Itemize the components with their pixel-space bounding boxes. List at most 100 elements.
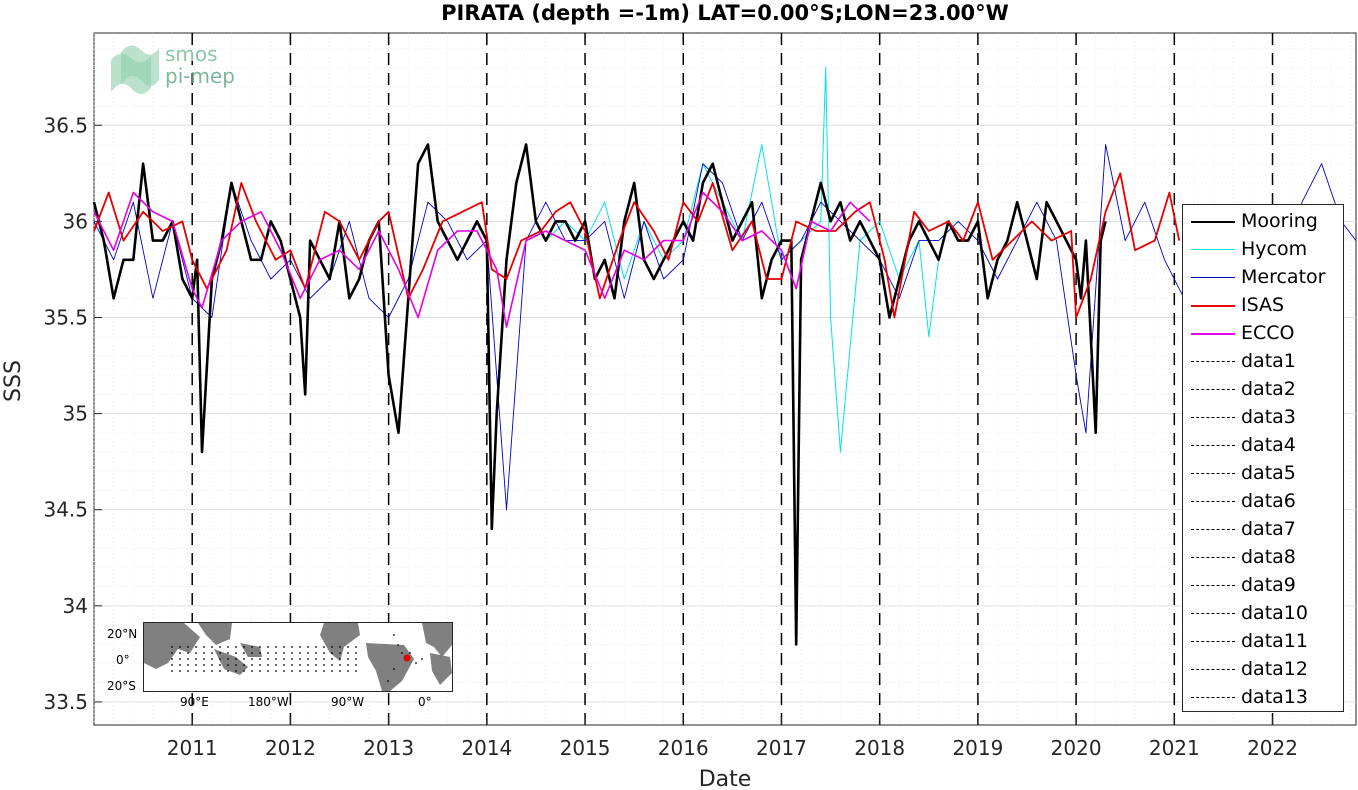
legend-label: data7 [1241, 518, 1296, 540]
array-dot [219, 664, 221, 666]
array-dot [243, 658, 245, 660]
array-dot [393, 668, 395, 670]
logo-waves-icon [111, 45, 159, 94]
x-tick-label: 2013 [363, 736, 414, 760]
inset-lon-90e: 90°E [180, 695, 209, 709]
array-dot [283, 664, 285, 666]
legend-swatch [1191, 305, 1235, 307]
legend-item: data7 [1183, 516, 1343, 542]
legend-swatch [1191, 529, 1235, 530]
x-tick-label: 2018 [854, 736, 905, 760]
array-dot [315, 670, 317, 672]
array-dot [235, 646, 237, 648]
array-dot [323, 646, 325, 648]
array-dot [409, 652, 411, 654]
array-dot [299, 670, 301, 672]
array-dot [315, 646, 317, 648]
array-dot [401, 652, 403, 654]
array-dot [187, 658, 189, 660]
y-tick-label: 36 [63, 209, 88, 233]
x-tick-label: 2022 [1247, 736, 1298, 760]
array-dot [275, 658, 277, 660]
legend-swatch [1191, 389, 1235, 390]
array-dot [347, 670, 349, 672]
legend-label: data12 [1241, 658, 1308, 680]
legend-swatch [1191, 277, 1235, 278]
array-dot [203, 658, 205, 660]
legend-label: data5 [1241, 462, 1296, 484]
array-dot [323, 658, 325, 660]
legend-swatch [1191, 669, 1235, 670]
legend-item: data5 [1183, 460, 1343, 486]
major-grid [94, 124, 1356, 703]
array-dot [259, 664, 261, 666]
array-dot [219, 670, 221, 672]
array-dot [195, 670, 197, 672]
mooring-dots [171, 634, 423, 682]
array-dot [339, 646, 341, 648]
array-dot [171, 652, 173, 654]
array-dot [259, 652, 261, 654]
array-dot [195, 658, 197, 660]
legend-label: data1 [1241, 350, 1296, 372]
array-dot [211, 646, 213, 648]
legend-item: data13 [1183, 684, 1343, 710]
array-dot [315, 658, 317, 660]
array-dot [421, 658, 423, 660]
legend-item: Hycom [1183, 236, 1343, 262]
legend-item: data10 [1183, 600, 1343, 626]
array-dot [267, 670, 269, 672]
smos-pimep-logo: smos pi-mep [107, 42, 257, 96]
y-tick-label: 35.5 [43, 305, 88, 329]
array-dot [355, 664, 357, 666]
legend-swatch [1191, 473, 1235, 474]
array-dot [347, 646, 349, 648]
array-dot [243, 646, 245, 648]
legend-label: data10 [1241, 602, 1308, 624]
x-tick-label: 2020 [1051, 736, 1102, 760]
inset-lon-0: 0° [418, 695, 432, 709]
array-dot [267, 664, 269, 666]
array-dot [275, 670, 277, 672]
legend-label: Mooring [1241, 210, 1318, 232]
array-dot [259, 670, 261, 672]
array-dot [227, 652, 229, 654]
array-dot [299, 652, 301, 654]
array-dot [355, 646, 357, 648]
array-dot [227, 658, 229, 660]
inset-lon-90w: 90°W [331, 695, 365, 709]
legend-item: data12 [1183, 656, 1343, 682]
array-dot [235, 664, 237, 666]
array-dot [171, 646, 173, 648]
legend-swatch [1191, 221, 1235, 223]
legend-item: data8 [1183, 544, 1343, 570]
array-dot [235, 670, 237, 672]
legend-label: data8 [1241, 546, 1296, 568]
array-dot [219, 646, 221, 648]
x-axis-label: Date [699, 767, 752, 790]
array-dot [315, 652, 317, 654]
legend-swatch [1191, 417, 1235, 418]
array-dot [251, 664, 253, 666]
legend-item: data9 [1183, 572, 1343, 598]
array-dot [211, 658, 213, 660]
array-dot [347, 658, 349, 660]
array-dot [219, 658, 221, 660]
array-dot [203, 652, 205, 654]
series-line-mercator [93, 144, 1357, 511]
array-dot [171, 664, 173, 666]
legend-item: ECCO [1183, 320, 1343, 346]
array-dot [243, 652, 245, 654]
array-dot [355, 652, 357, 654]
x-tick-label: 2017 [756, 736, 807, 760]
array-dot [259, 646, 261, 648]
inset-lat-20n: 20°N [107, 627, 138, 641]
array-dot [347, 652, 349, 654]
array-dot [307, 652, 309, 654]
legend-swatch [1191, 333, 1235, 335]
legend-item: data11 [1183, 628, 1343, 654]
legend-label: data4 [1241, 434, 1296, 456]
x-tick-label: 2016 [658, 736, 709, 760]
array-dot [331, 658, 333, 660]
x-tick-label: 2012 [265, 736, 316, 760]
